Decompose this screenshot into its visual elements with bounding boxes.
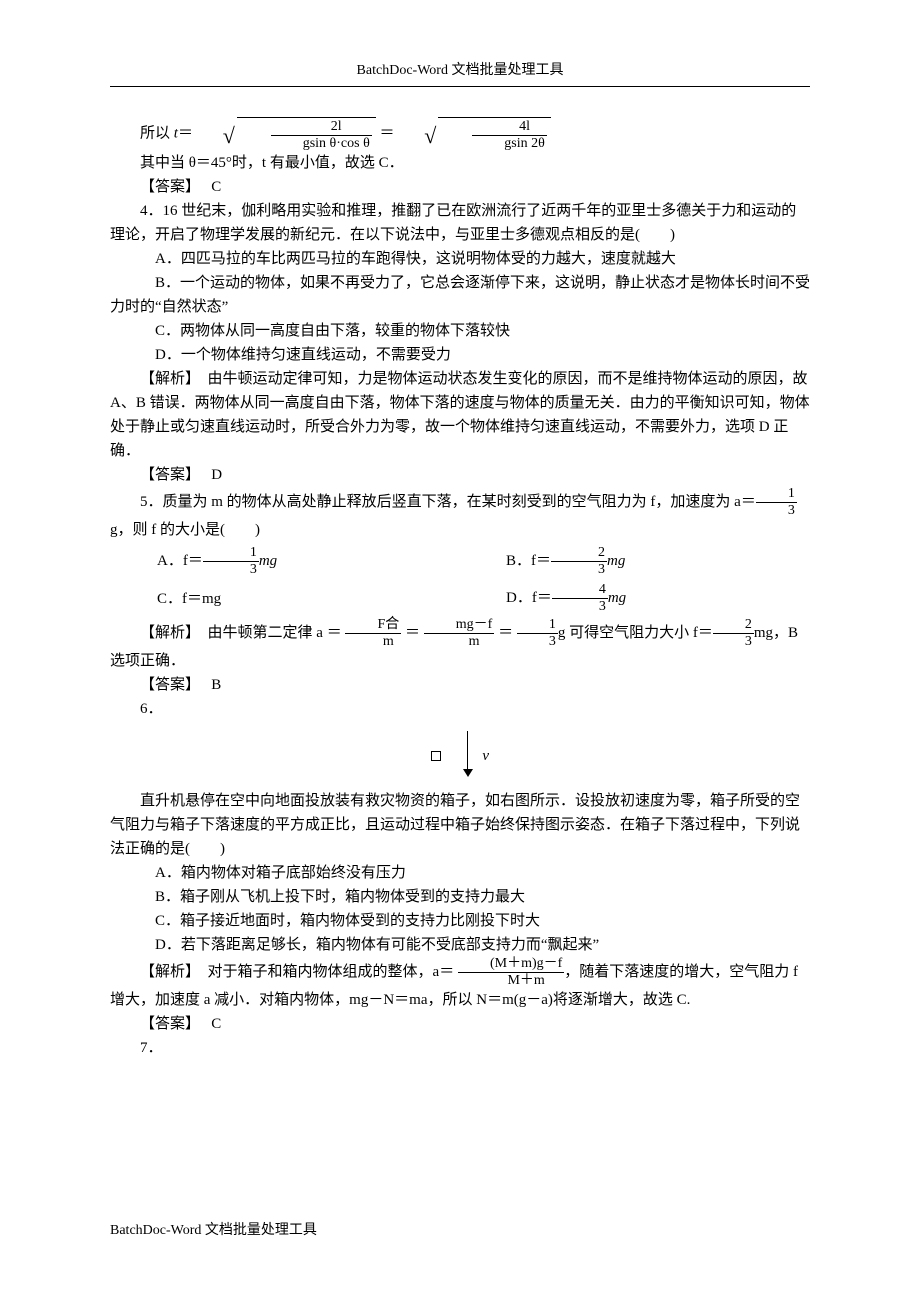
frac-den: M＋m xyxy=(458,973,564,988)
frac-den: 3 xyxy=(756,503,797,518)
frac-den: m xyxy=(424,634,495,649)
answer-value: B xyxy=(211,677,221,693)
frac-num: 1 xyxy=(517,618,558,634)
answer-3: 【答案】 C xyxy=(110,175,810,199)
q6-num: 6． xyxy=(110,697,810,721)
answer-label: 【答案】 xyxy=(140,1016,193,1032)
frac-13: 13 xyxy=(756,487,797,518)
q4-jiexi: 【解析】 由牛顿运动定律可知，力是物体运动状态发生变化的原因，而不是维持物体运动… xyxy=(110,367,810,463)
page-header: BatchDoc-Word 文档批量处理工具 xyxy=(110,60,810,87)
q6-jiexi: 【解析】 对于箱子和箱内物体组成的整体，a＝ (M＋m)g－fM＋m，随着下落速… xyxy=(110,957,810,1012)
q6-d: D．若下落距离足够长，箱内物体有可能不受底部支持力而“飘起来” xyxy=(110,933,810,957)
opt-post: mg xyxy=(259,553,277,569)
answer-value: D xyxy=(211,467,222,483)
frac-13c: 13 xyxy=(517,618,558,649)
frac-13b: 13 xyxy=(203,546,259,577)
frac-num: 4l xyxy=(472,120,547,136)
frac-den: 3 xyxy=(713,634,754,649)
frac-num: 2 xyxy=(551,546,607,562)
jiexi-label: 【解析】 xyxy=(140,625,193,641)
box-icon xyxy=(431,751,441,761)
answer-4: 【答案】 D xyxy=(110,463,810,487)
opt-post: mg xyxy=(607,553,625,569)
q4-d: D．一个物体维持匀速直线运动，不需要受力 xyxy=(110,343,810,367)
answer-value: C xyxy=(211,179,221,195)
frac-Mm: (M＋m)g－fM＋m xyxy=(458,957,564,988)
jiexi-label: 【解析】 xyxy=(140,964,193,980)
answer-6: 【答案】 C xyxy=(110,1012,810,1036)
answer-value: C xyxy=(211,1016,221,1032)
q-text-b: g，则 f 的大小是( ) xyxy=(110,522,260,538)
q-number: 4． xyxy=(140,203,163,219)
frac-den: m xyxy=(345,634,401,649)
eq-note: 其中当 θ＝45°时，t 有最小值，故选 C． xyxy=(110,151,810,175)
frac-43: 43 xyxy=(552,583,608,614)
frac-eq2: 4l gsin 2θ xyxy=(472,120,547,151)
frac-Fm: F合m xyxy=(345,618,401,649)
frac-num: 4 xyxy=(552,583,608,599)
opt-post: mg xyxy=(608,590,626,606)
q6-c: C．箱子接近地面时，箱内物体受到的支持力比刚投下时大 xyxy=(110,909,810,933)
answer-label: 【答案】 xyxy=(140,467,193,483)
frac-num: 1 xyxy=(756,487,797,503)
opt-pre: B．f＝ xyxy=(506,553,551,569)
page-footer: BatchDoc-Word 文档批量处理工具 xyxy=(110,1220,317,1242)
arrow-down-icon xyxy=(463,731,473,781)
jiexi-label: 【解析】 xyxy=(140,371,193,387)
eq-t: t xyxy=(174,126,178,142)
q6-a: A．箱内物体对箱子底部始终没有压力 xyxy=(110,861,810,885)
v-label: v xyxy=(482,748,489,764)
frac-eq1: 2l gsin θ·cos θ xyxy=(271,120,372,151)
q7-num: 7． xyxy=(110,1036,810,1060)
opt-pre: A．f＝ xyxy=(157,553,203,569)
answer-5: 【答案】 B xyxy=(110,673,810,697)
sqrt-2: 4l gsin 2θ xyxy=(398,117,551,151)
frac-num: mg－f xyxy=(424,618,495,634)
frac-den: gsin 2θ xyxy=(472,136,547,151)
q5-jiexi: 【解析】 由牛顿第二定律 a ＝ F合m ＝ mg－fm ＝ 13g 可得空气阻… xyxy=(110,618,810,673)
jiexi-text: 由牛顿运动定律可知，力是物体运动状态发生变化的原因，而不是维持物体运动的原因，故… xyxy=(110,371,810,459)
answer-label: 【答案】 xyxy=(140,677,193,693)
q5-stem: 5．质量为 m 的物体从高处静止释放后竖直下落，在某时刻受到的空气阻力为 f，加… xyxy=(110,487,810,542)
q6-b: B．箱子刚从飞机上投下时，箱内物体受到的支持力最大 xyxy=(110,885,810,909)
frac-mgf: mg－fm xyxy=(424,618,495,649)
answer-label: 【答案】 xyxy=(140,179,193,195)
q6-figure: v xyxy=(110,731,810,781)
q5-a: A．f＝13mg xyxy=(112,544,459,579)
jiexi-a: 对于箱子和箱内物体组成的整体，a＝ xyxy=(208,964,455,980)
q6-stem: 直升机悬停在空中向地面投放装有救灾物资的箱子，如右图所示．设投放初速度为零，箱子… xyxy=(110,789,810,861)
frac-den: 3 xyxy=(203,562,259,577)
q5-d: D．f＝43mg xyxy=(461,581,808,616)
q-text-a: 质量为 m 的物体从高处静止释放后竖直下落，在某时刻受到的空气阻力为 f，加速度… xyxy=(163,494,756,510)
eq-intro: 所以 xyxy=(140,126,170,142)
jiexi-b: g 可得空气阻力大小 f＝ xyxy=(558,625,713,641)
q5-options: A．f＝13mg B．f＝23mg C．f＝mg D．f＝43mg xyxy=(110,542,810,618)
document-page: BatchDoc-Word 文档批量处理工具 所以 t＝ 2l gsin θ·c… xyxy=(0,0,920,1302)
jiexi-a: 由牛顿第二定律 a ＝ xyxy=(208,625,342,641)
frac-23b: 23 xyxy=(713,618,754,649)
q4-stem: 4．16 世纪末，伽利略用实验和推理，推翻了已在欧洲流行了近两千年的亚里士多德关… xyxy=(110,199,810,247)
equation-line: 所以 t＝ 2l gsin θ·cos θ ＝ 4l gsin 2θ xyxy=(110,117,810,151)
frac-23: 23 xyxy=(551,546,607,577)
frac-den: 3 xyxy=(551,562,607,577)
frac-num: 2l xyxy=(271,120,372,136)
frac-num: F合 xyxy=(345,618,401,634)
frac-num: 1 xyxy=(203,546,259,562)
sqrt-1: 2l gsin θ·cos θ xyxy=(197,117,376,151)
frac-den: 3 xyxy=(517,634,558,649)
frac-num: (M＋m)g－f xyxy=(458,957,564,973)
q-number: 5． xyxy=(140,494,163,510)
q-text: 16 世纪末，伽利略用实验和推理，推翻了已在欧洲流行了近两千年的亚里士多德关于力… xyxy=(110,203,796,243)
q5-c: C．f＝mg xyxy=(112,581,459,616)
frac-num: 2 xyxy=(713,618,754,634)
opt-pre: D．f＝ xyxy=(506,590,552,606)
q4-c: C．两物体从同一高度自由下落，较重的物体下落较快 xyxy=(110,319,810,343)
q4-a: A．四匹马拉的车比两匹马拉的车跑得快，这说明物体受的力越大，速度就越大 xyxy=(110,247,810,271)
q5-b: B．f＝23mg xyxy=(461,544,808,579)
q4-b: B．一个运动的物体，如果不再受力了，它总会逐渐停下来，这说明，静止状态才是物体长… xyxy=(110,271,810,319)
frac-den: 3 xyxy=(552,599,608,614)
frac-den: gsin θ·cos θ xyxy=(271,136,372,151)
